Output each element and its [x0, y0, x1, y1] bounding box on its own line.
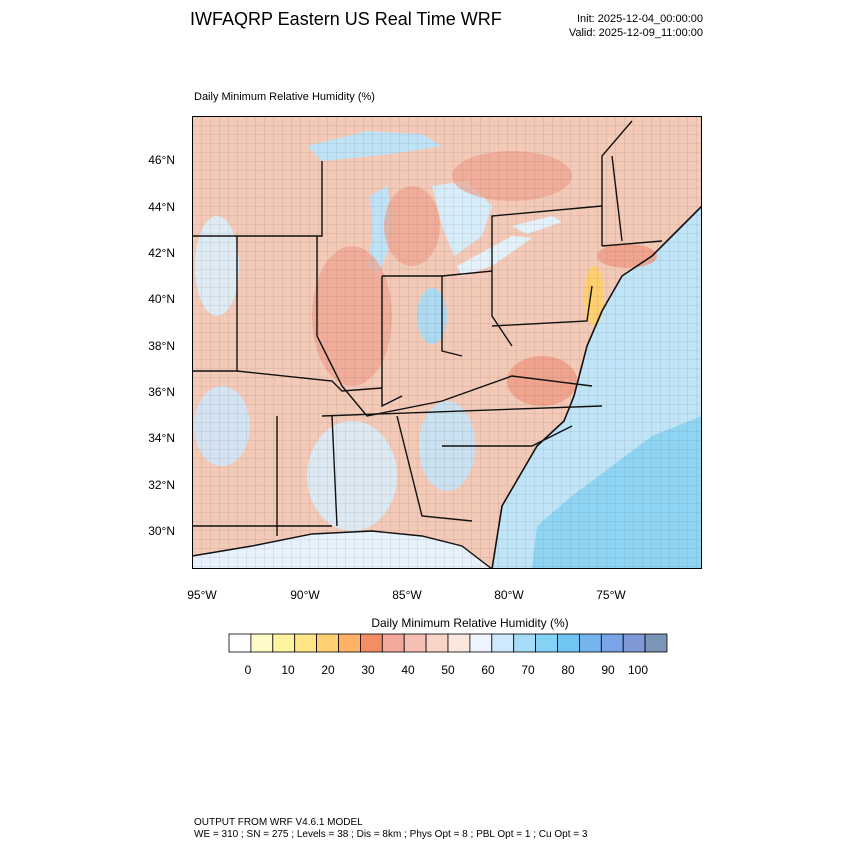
colorbar-swatch	[316, 633, 339, 653]
colorbar-swatch	[622, 633, 646, 653]
colorbar-swatch	[644, 633, 668, 653]
map-border	[192, 116, 702, 569]
state-boundaries	[192, 120, 663, 536]
init-time: Init: 2025-12-04_00:00:00	[577, 13, 703, 25]
lat-label-42: 42°N	[148, 246, 175, 260]
colorbar-title: Daily Minimum Relative Humidity (%)	[371, 616, 569, 630]
footer-config-line: WE = 310 ; SN = 275 ; Levels = 38 ; Dis …	[194, 829, 588, 840]
colorbar-swatch	[469, 633, 493, 653]
colorbar-swatch	[535, 633, 558, 653]
colorbar-swatch	[600, 633, 624, 653]
colorbar-tick-0: 0	[244, 663, 252, 677]
gulf-coastline	[192, 530, 493, 569]
lat-label-32: 32°N	[148, 478, 175, 492]
colorbar-tick-40: 40	[401, 663, 415, 677]
colorbar-swatch	[294, 633, 317, 653]
colorbar-swatch	[403, 633, 427, 653]
colorbar-tick-100: 100	[627, 663, 649, 677]
colorbar-swatch	[425, 633, 449, 653]
colorbar-tick-60: 60	[481, 663, 495, 677]
lat-label-30: 30°N	[148, 524, 175, 538]
colorbar-swatch	[228, 633, 252, 653]
valid-time: Valid: 2025-12-09_11:00:00	[568, 27, 703, 39]
colorbar-swatch	[250, 633, 274, 653]
lat-label-40: 40°N	[148, 292, 175, 306]
lon-label-90: 90°W	[290, 588, 320, 602]
lon-label-95: 95°W	[187, 588, 217, 602]
colorbar-tick-20: 20	[321, 663, 335, 677]
colorbar-swatch	[381, 633, 405, 653]
colorbar-swatch	[491, 633, 515, 653]
map-panel	[192, 116, 702, 569]
lon-label-85: 85°W	[392, 588, 422, 602]
lon-label-75: 75°W	[596, 588, 626, 602]
lat-label-46: 46°N	[148, 153, 175, 167]
colorbar-tick-90: 90	[601, 663, 615, 677]
colorbar	[228, 633, 668, 653]
lat-label-38: 38°N	[148, 339, 175, 353]
lat-label-44: 44°N	[148, 200, 175, 214]
colorbar-swatch	[557, 633, 580, 653]
lon-label-80: 80°W	[494, 588, 524, 602]
colorbar-tick-70: 70	[521, 663, 535, 677]
map-subtitle: Daily Minimum Relative Humidity (%)	[194, 91, 375, 103]
colorbar-swatch	[447, 633, 471, 653]
footer-model-line: OUTPUT FROM WRF V4.6.1 MODEL	[194, 817, 363, 828]
colorbar-swatch	[359, 633, 383, 653]
colorbar-swatch	[578, 633, 602, 653]
colorbar-tick-50: 50	[441, 663, 455, 677]
lat-label-34: 34°N	[148, 431, 175, 445]
map-title: IWFAQRP Eastern US Real Time WRF	[190, 9, 502, 29]
colorbar-tick-30: 30	[361, 663, 375, 677]
colorbar-swatch	[272, 633, 296, 653]
colorbar-tick-80: 80	[561, 663, 575, 677]
county-lines	[192, 116, 702, 569]
colorbar-swatch	[338, 633, 361, 653]
colorbar-swatch	[513, 633, 537, 653]
coastline	[491, 205, 702, 569]
colorbar-tick-10: 10	[281, 663, 295, 677]
lat-label-36: 36°N	[148, 385, 175, 399]
